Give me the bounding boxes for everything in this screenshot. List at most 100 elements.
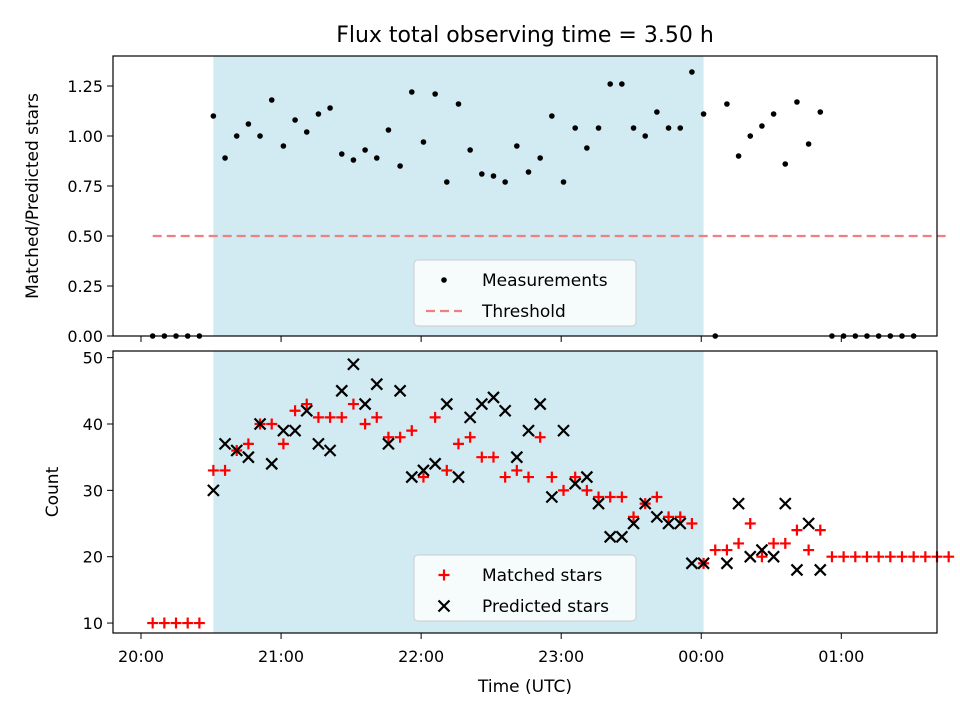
measurement-point [677,125,684,131]
predicted-star-marker [265,457,279,471]
bottom-xtick-label: 21:00 [258,647,304,666]
predicted-star-marker [545,490,559,504]
bottom-ylabel: Count [43,466,63,517]
predicted-star-marker [312,437,325,451]
predicted-star-marker [627,517,640,530]
matched-star-marker [487,451,499,463]
bottom-ytick-label: 40 [83,415,103,434]
matched-star-marker [266,418,278,430]
matched-star-marker [534,431,546,443]
matched-star-marker [452,438,464,450]
bottom-legend-label: Matched stars [482,566,602,586]
matched-star-marker [301,398,313,410]
matched-star-marker [289,405,301,417]
matched-star-marker [499,471,511,483]
figure-title: Flux total observing time = 3.50 h [336,23,714,48]
matched-star-marker [476,451,488,463]
bottom-ytick-label: 10 [83,614,103,633]
predicted-star-marker [510,450,524,464]
measurement-point [210,113,217,119]
measurement-point [397,163,403,169]
predicted-star-marker [242,450,255,464]
predicted-star-marker [685,557,699,570]
predicted-star-marker [638,497,652,510]
predicted-star-marker [743,550,757,563]
matched-star-marker [628,511,640,523]
measurement-point [303,129,310,135]
matched-star-marker [838,551,850,563]
measurement-point [689,69,695,75]
predicted-star-marker [790,563,804,577]
bottom-legend-label: Predicted stars [482,597,609,617]
matched-star-marker [919,551,931,563]
top-ytick-label: 0.25 [67,277,103,296]
matched-star-marker [663,511,675,523]
measurement-point [280,143,287,149]
matched-star-marker [371,411,383,423]
measurement-point [572,125,578,131]
top-legend: Measurements Threshold [413,259,637,327]
predicted-star-marker [732,497,745,510]
bottom-plot-frame [112,350,938,634]
measurement-point [327,105,333,111]
top-ytick-label: 0.00 [67,327,103,346]
top-ylabel: Matched/Predicted stars [23,93,43,299]
bottom-ytick-label: 20 [83,548,103,567]
bottom-panel: 10 20 30 40 50 20:00 21:00 22:00 23:00 00:00 01:00… [43,349,955,697]
measurement-point [514,143,520,149]
predicted-star-marker [802,517,815,530]
top-ytick-label: 0.75 [67,177,103,196]
matched-star-marker [674,511,686,523]
matched-star-marker [849,551,861,563]
matched-star-marker [347,398,359,410]
bottom-ticks: 10 20 30 40 50 20:00 21:00 22:00 23:00 00:00 01:00 [83,349,865,666]
predicted-star-marker [253,417,267,431]
legend-measurement-marker [441,277,447,283]
top-legend-box [413,259,637,327]
top-ytick-label: 0.50 [67,227,103,246]
measurement-point [257,133,263,139]
bottom-xtick-label: 22:00 [398,647,444,666]
measurement-point [549,113,555,119]
matched-star-marker [884,551,896,563]
predicted-star-marker [382,437,395,451]
matched-star-marker [219,464,231,476]
top-legend-label: Threshold [481,302,566,322]
bottom-ytick-label: 50 [83,349,103,368]
matched-star-marker [651,491,663,503]
predicted-star-marker [487,391,500,404]
predicted-star-marker [650,510,664,524]
measurement-point [222,155,228,161]
measurement-point [408,89,415,95]
bottom-xtick-label: 01:00 [818,647,864,666]
predicted-star-marker [615,530,629,544]
matched-star-marker [511,464,523,476]
bottom-legend: Matched stars Predicted stars [413,554,637,622]
matched-star-marker [382,431,394,443]
measurement-point [630,125,637,131]
matched-star-marker [569,471,581,483]
predicted-star-marker [452,470,465,484]
matched-star-marker [429,411,441,423]
measurement-point [315,111,322,117]
predicted-star-marker [533,397,547,411]
measurement-point [268,97,275,103]
matched-star-marker [756,551,768,563]
matched-star-marker [873,551,885,563]
predicted-star-marker [230,444,243,457]
measurement-point [735,153,742,159]
matched-star-marker [616,491,628,503]
measurement-point [560,179,567,185]
measurement-point [817,109,824,115]
measurement-point [584,145,590,151]
matched-star-marker [744,518,756,530]
measurement-point [233,133,240,139]
predicted-star-marker [475,397,489,411]
bottom-xtick-label: 23:00 [538,647,584,666]
matched-star-marker [581,484,593,496]
measurement-point [444,179,450,185]
matched-star-marker [604,491,616,503]
measurement-point [467,147,473,153]
matched-star-marker [441,464,453,476]
matched-star-marker [593,491,605,503]
